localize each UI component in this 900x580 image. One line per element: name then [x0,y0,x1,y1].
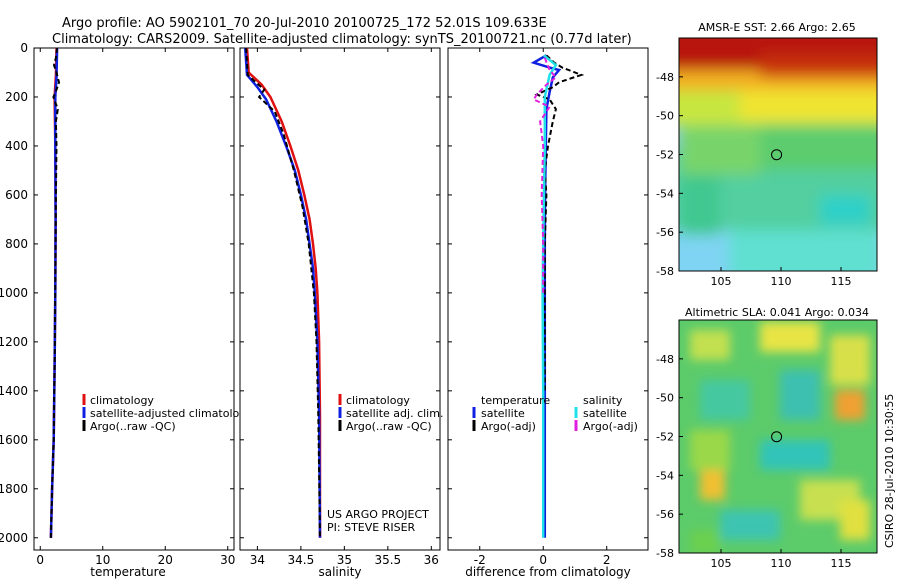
sal-legend-climatology: climatology [346,394,410,407]
temperature-ytick-label: 1000 [0,286,28,300]
temp-series-argo-raw-qc- [49,47,61,538]
sal-series-argo-raw-qc- [245,47,321,538]
difference-legend: temperature salinity satellite Argo(-adj… [472,394,638,433]
diff-xtick-label: -2 [474,553,486,567]
sst-float-marker [771,149,783,161]
temperature-series [49,47,61,538]
temperature-x-axis: 0 10 20 30 [36,48,235,567]
temp-xtick-label: 0 [36,553,44,567]
difference-x-axis: -2 0 2 [474,48,611,567]
temp-legend-satellite: satellite-adjusted climatology [90,407,253,420]
temperature-ytick-label: 2000 [0,531,28,545]
diff-legend-salinity-heading: salinity [583,394,623,407]
difference-series [530,54,585,538]
sla-xtick-label: 115 [831,557,852,570]
salinity-xlabel: salinity [318,565,361,579]
salinity-legend: climatology satellite adj. clim. Argo(..… [338,394,443,433]
diff-legend-sal-argo: Argo(-adj) [583,420,638,433]
temperature-ytick-label: 1200 [0,335,28,349]
temperature-ytick-label: 1800 [0,482,28,496]
sla-xtick-label: 110 [771,557,792,570]
sal-xtick-label: 35.5 [374,553,401,567]
sst-map-title: AMSR-E SST: 2.66 Argo: 2.65 [698,21,856,34]
temp-xtick-label: 30 [220,553,235,567]
sst-ytick-label: -52 [656,149,674,162]
difference-xlabel: difference from climatology [465,565,631,579]
temp-xtick-label: 10 [95,553,110,567]
salinity-panel: 34 34.5 35 35.5 36 salinity climatology sate… [239,47,443,579]
sla-ytick-label: -54 [656,469,674,482]
pi-annotation: PI: STEVE RISER [327,521,416,534]
sal-xtick-label: 34 [250,553,265,567]
temp-xtick-label: 20 [158,553,173,567]
difference-axes-frame [447,47,649,551]
diff-legend-temp-satellite: satellite [481,407,525,420]
difference-panel: -2 0 2 difference from climatology tempera… [447,47,649,579]
temperature-ytick-label: 1600 [0,433,28,447]
diff-legend-temperature-heading: temperature [481,394,550,407]
temperature-ytick-label: 200 [5,90,28,104]
sla-map-panel: Altimetric SLA: 0.041 Argo: 0.034 -48 -50… [656,306,878,570]
sst-xtick-label: 105 [711,275,732,288]
difference-y-ticks [448,47,648,539]
diff-series-temperature-argo-adj- [534,54,585,391]
sst-xtick-label: 110 [771,275,792,288]
temperature-ytick-label: 0 [20,41,28,55]
timestamp-label: CSIRO 28-Jul-2010 10:30:55 [883,394,896,548]
temperature-ytick-label: 1400 [0,384,28,398]
figure-title-line1: Argo profile: AO 5902101_70 20-Jul-2010 … [62,16,547,31]
sal-xtick-label: 36 [424,553,439,567]
diff-xtick-label: 2 [603,553,611,567]
salinity-x-axis: 34 34.5 35 35.5 36 [250,48,439,567]
salinity-axes-frame [239,47,441,551]
sst-ytick-label: -54 [656,187,674,200]
temperature-legend: climatology satellite-adjusted climatolo… [82,394,253,433]
project-annotation: US ARGO PROJECT [327,508,429,521]
sal-legend-satellite: satellite adj. clim. [346,407,443,420]
sst-field [679,38,877,271]
diff-series-salinity-argo-adj- [532,57,558,293]
sla-map-title: Altimetric SLA: 0.041 Argo: 0.034 [685,306,869,319]
sst-ytick-label: -50 [656,110,674,123]
diff-series-salinity-satellite [541,54,558,538]
temperature-ytick-label: 600 [5,188,28,202]
sal-xtick-label: 34.5 [288,553,315,567]
sla-float-marker [771,431,783,443]
temperature-xlabel: temperature [90,565,165,579]
sla-field [679,320,877,553]
sst-map-panel: AMSR-E SST: 2.66 Argo: 2.65 -48 -50 -52 -54… [656,21,878,288]
temperature-y-axis: 0 200 400 600 800 1000 1200 1400 1600 1800 2000 [0,41,234,545]
sst-map-axes: -48 -50 -52 -54 -56 -58 105 110 115 [656,71,851,288]
temperature-panel: 0 200 400 600 800 1000 1200 1400 1600 1800 2000 0 1… [0,41,253,579]
sla-xtick-label: 105 [711,557,732,570]
temp-legend-argo: Argo(..raw -QC) [90,420,176,433]
temperature-axes-frame [33,47,235,551]
sla-ytick-label: -50 [656,392,674,405]
sst-ytick-label: -48 [656,71,674,84]
temperature-ytick-label: 800 [5,237,28,251]
salinity-y-ticks [240,47,440,539]
sla-ytick-label: -52 [656,431,674,444]
sla-ytick-label: -48 [656,353,674,366]
sla-map-axes: -48 -50 -52 -54 -56 -58 105 110 115 [656,353,851,570]
diff-legend-sal-satellite: satellite [583,407,627,420]
sal-xtick-label: 35 [337,553,352,567]
sla-ytick-label: -56 [656,508,674,521]
temperature-ytick-label: 400 [5,139,28,153]
sla-ytick-label: -58 [656,547,674,560]
sst-ytick-label: -58 [656,265,674,278]
figure-title-line2: Climatology: CARS2009. Satellite-adjuste… [52,32,632,47]
sst-xtick-label: 115 [831,275,852,288]
salinity-series [243,47,322,538]
sst-ytick-label: -56 [656,226,674,239]
diff-xtick-label: 0 [539,553,547,567]
diff-legend-temp-argo: Argo(-adj) [481,420,536,433]
temp-legend-climatology: climatology [90,394,154,407]
sal-legend-argo: Argo(..raw -QC) [346,420,432,433]
